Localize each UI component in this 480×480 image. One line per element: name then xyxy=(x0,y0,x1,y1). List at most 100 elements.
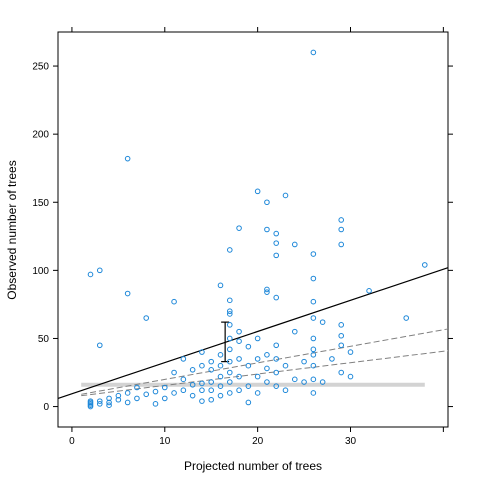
data-point xyxy=(273,240,280,246)
x-tick-label: 30 xyxy=(345,436,357,447)
data-point xyxy=(338,241,345,248)
data-point xyxy=(226,335,233,342)
data-point xyxy=(273,369,280,376)
dashed-line xyxy=(81,328,449,395)
data-point xyxy=(152,388,159,395)
data-point xyxy=(236,225,242,231)
data-point xyxy=(96,401,103,407)
data-point xyxy=(236,328,242,335)
data-point xyxy=(226,308,233,315)
data-point xyxy=(106,399,112,406)
data-point xyxy=(273,383,280,389)
data-point xyxy=(96,342,103,349)
data-point xyxy=(171,369,177,376)
data-point xyxy=(226,322,233,328)
data-point xyxy=(291,376,298,383)
y-tick-label: 0 xyxy=(43,402,49,413)
data-point xyxy=(366,287,372,294)
data-point xyxy=(319,379,326,385)
data-point xyxy=(264,365,270,372)
data-point xyxy=(282,387,289,394)
y-axis-title: Observed number of trees xyxy=(5,160,19,299)
axis-ticks: 0 10 20 30 0 50 100 150 200 250 xyxy=(32,27,453,447)
data-point xyxy=(189,381,196,388)
data-point xyxy=(264,379,270,385)
data-point xyxy=(310,376,317,383)
data-point xyxy=(310,49,317,56)
data-point xyxy=(254,373,261,380)
data-point xyxy=(338,332,345,339)
data-point xyxy=(115,396,122,403)
data-point xyxy=(347,349,354,355)
data-point xyxy=(217,282,224,289)
data-point xyxy=(208,387,215,394)
data-point xyxy=(319,319,326,325)
data-point xyxy=(273,356,280,362)
data-point xyxy=(236,373,242,380)
data-point xyxy=(124,399,131,406)
data-point xyxy=(338,217,345,223)
data-point xyxy=(124,155,131,162)
data-point xyxy=(310,335,317,342)
data-point xyxy=(245,383,252,389)
x-tick-label: 0 xyxy=(69,436,75,447)
data-point xyxy=(171,390,177,396)
x-tick-label: 10 xyxy=(159,436,171,447)
data-point xyxy=(208,366,215,373)
data-point xyxy=(161,384,168,391)
data-point xyxy=(329,356,335,362)
data-point xyxy=(217,392,224,399)
data-point xyxy=(264,199,270,206)
dashed-line xyxy=(81,350,449,397)
data-point xyxy=(226,390,233,396)
data-point xyxy=(264,226,270,233)
data-point xyxy=(199,349,205,355)
data-point xyxy=(273,252,280,259)
data-point xyxy=(310,352,317,358)
data-point xyxy=(338,342,345,349)
data-point xyxy=(161,395,168,402)
data-point xyxy=(310,362,317,369)
data-point xyxy=(245,343,252,350)
data-point xyxy=(301,358,307,365)
data-point xyxy=(217,362,224,369)
data-point xyxy=(208,379,215,385)
y-tick-label: 200 xyxy=(32,130,49,141)
x-axis-title: Projected number of trees xyxy=(184,459,322,473)
data-points xyxy=(87,49,428,410)
data-point xyxy=(245,399,252,406)
data-point xyxy=(273,230,280,237)
data-point xyxy=(106,395,112,402)
data-point xyxy=(291,328,298,335)
data-point xyxy=(217,373,224,380)
data-point xyxy=(208,396,215,403)
data-point xyxy=(254,390,261,396)
data-point xyxy=(143,391,150,398)
data-point xyxy=(236,387,242,394)
data-point xyxy=(143,315,150,321)
data-point xyxy=(96,398,103,404)
data-point xyxy=(273,294,280,301)
data-point xyxy=(180,376,187,383)
data-point xyxy=(134,384,140,391)
data-point xyxy=(338,369,345,376)
data-point xyxy=(310,315,317,321)
data-point xyxy=(226,311,233,317)
y-tick-label: 100 xyxy=(32,266,49,277)
data-point xyxy=(199,362,205,369)
y-tick-label: 50 xyxy=(38,334,50,345)
data-point xyxy=(171,298,177,305)
data-point xyxy=(254,356,261,362)
data-point xyxy=(282,362,289,369)
data-point xyxy=(310,390,317,396)
data-point xyxy=(134,395,140,402)
fit-lines xyxy=(57,267,449,399)
data-point xyxy=(421,262,428,268)
data-point xyxy=(310,298,317,305)
data-point xyxy=(199,387,205,394)
data-point xyxy=(291,241,298,248)
data-point xyxy=(282,192,289,199)
data-point xyxy=(310,346,317,353)
data-point xyxy=(217,352,224,358)
data-point xyxy=(87,271,94,278)
